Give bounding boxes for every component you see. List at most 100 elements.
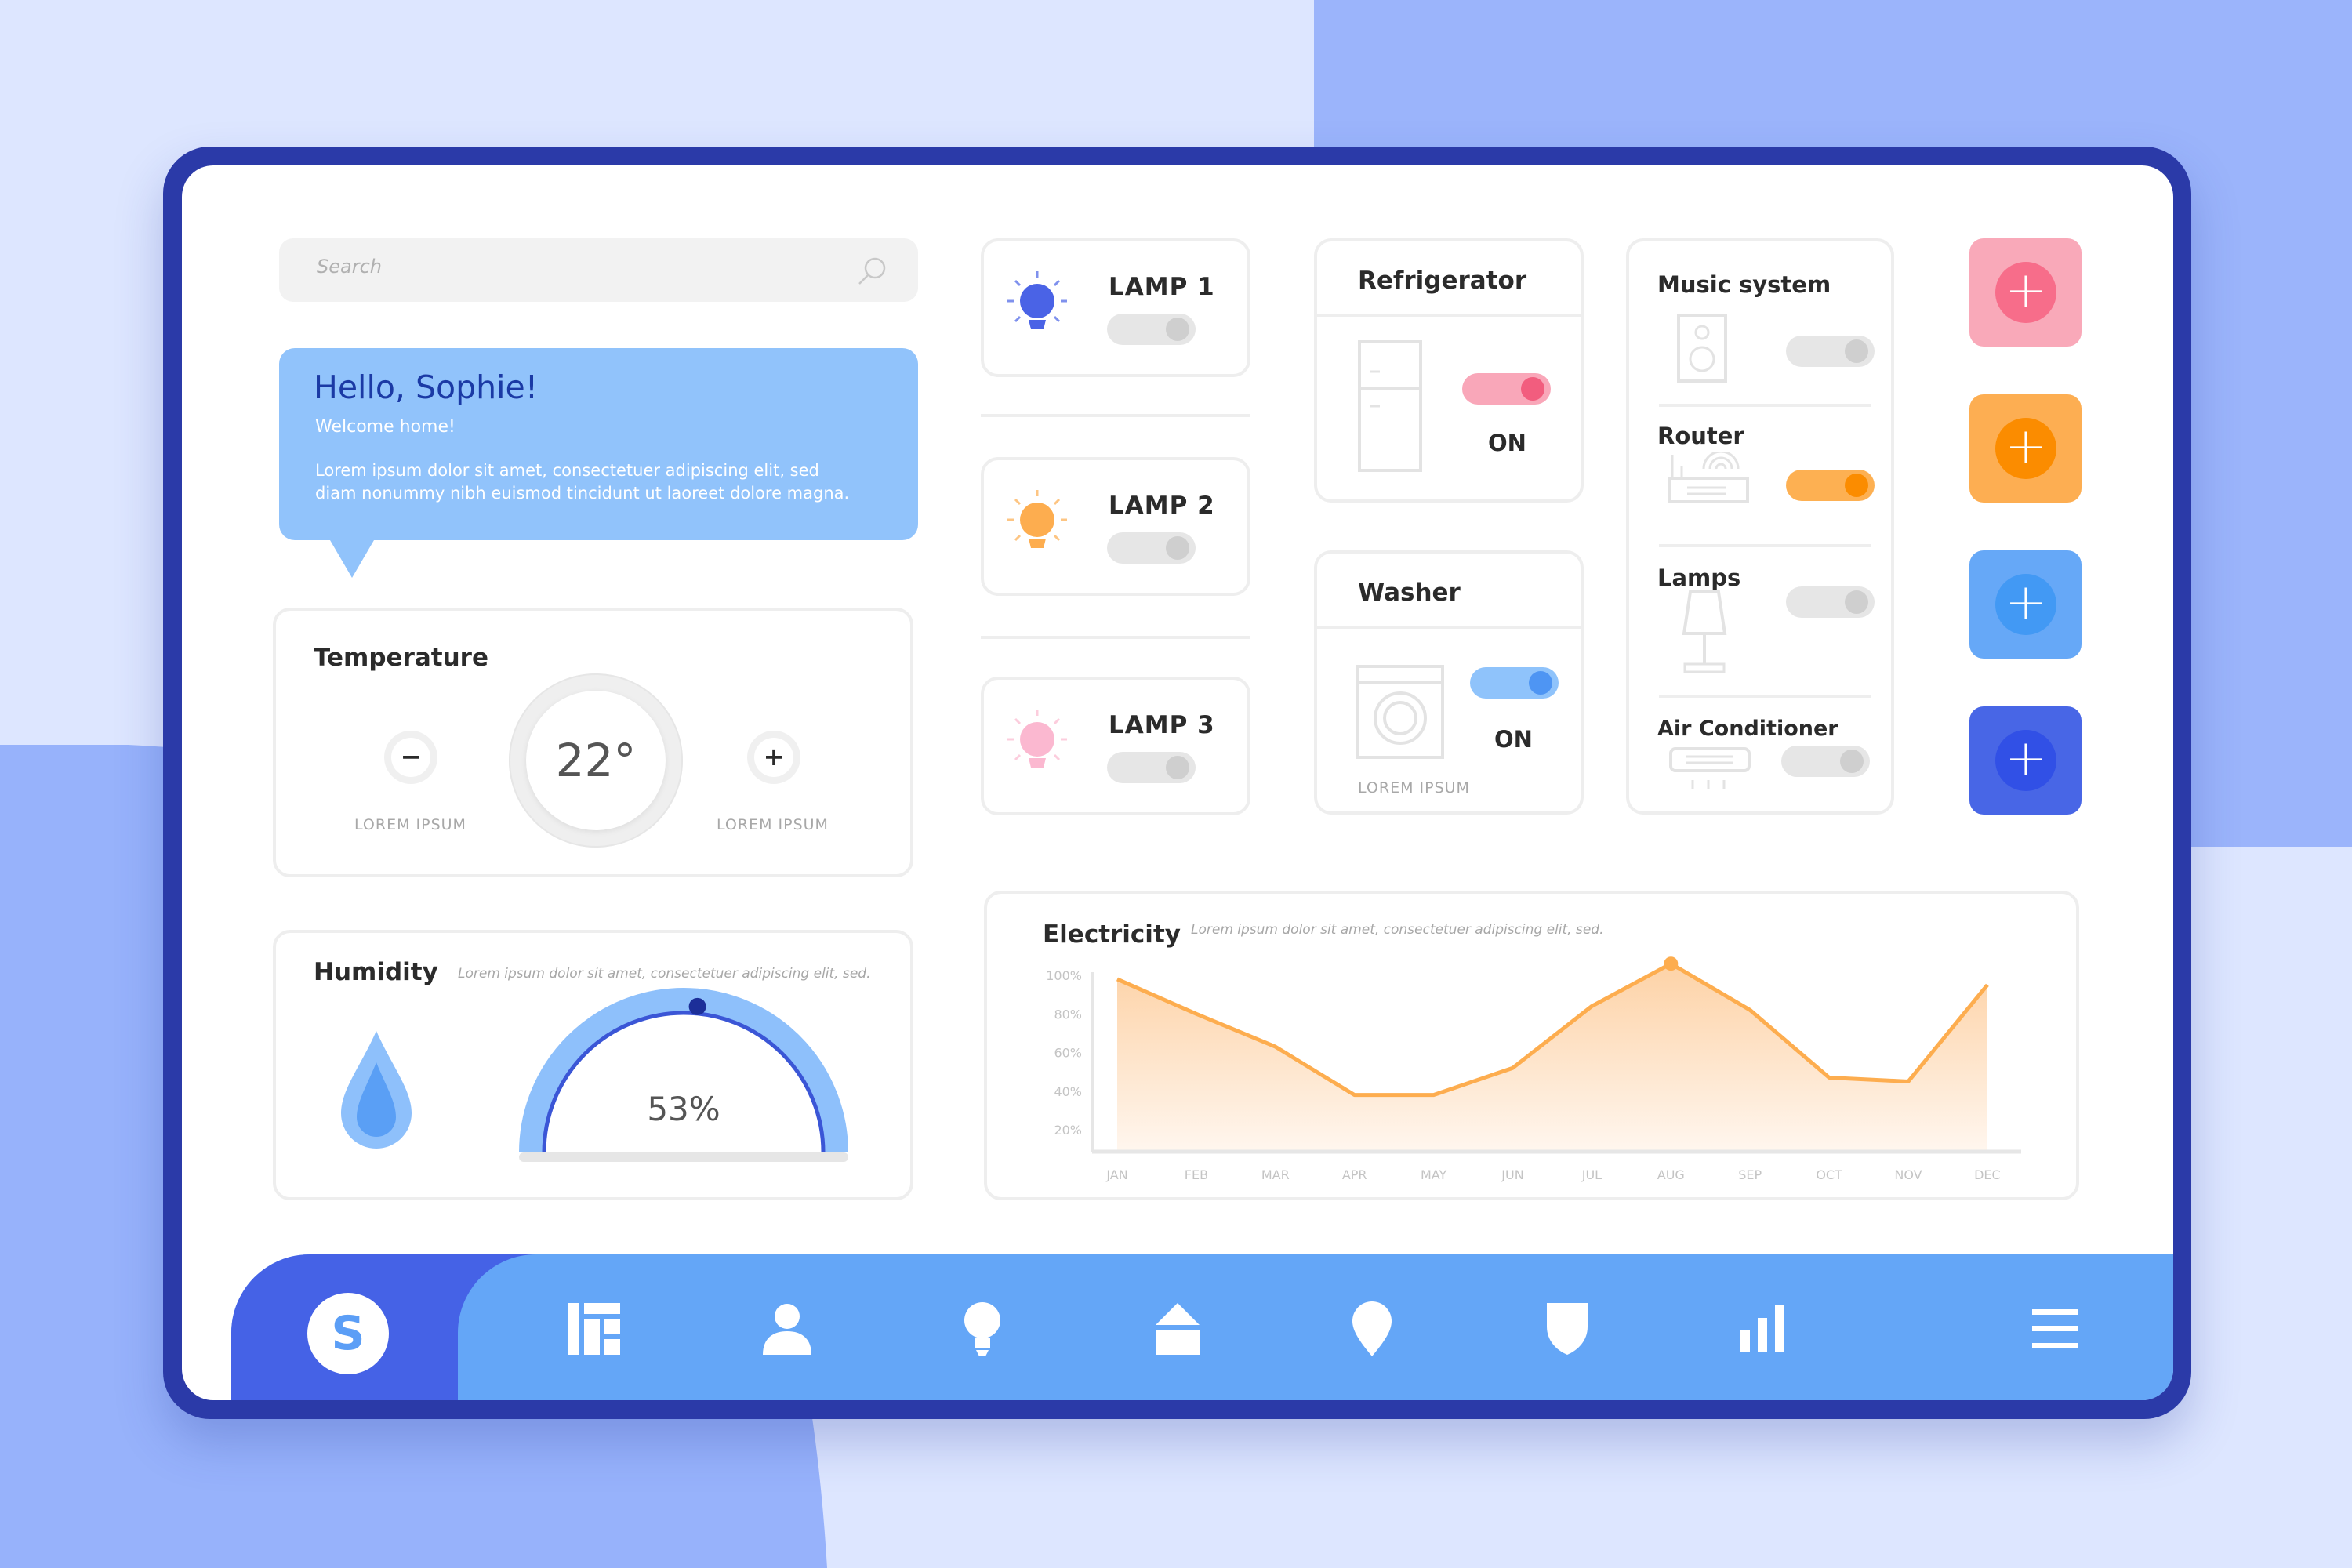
light-bulb-icon (1007, 271, 1067, 329)
humidity-level-marker (688, 997, 706, 1015)
add-device-button[interactable]: + (1969, 394, 2082, 503)
electricity-chart: 100% 80% 60% 40% 20% JAN FEB MAR APR MAY JUN JUL AUG… (1046, 956, 2021, 1182)
greeting-title: Hello, Sophie! (314, 368, 539, 406)
lamps-toggle[interactable] (1786, 586, 1875, 618)
plus-icon: + (754, 738, 793, 777)
plus-icon: + (1995, 262, 2056, 323)
washer-toggle[interactable] (1470, 667, 1559, 699)
data-point (1664, 956, 1679, 971)
toggle-knob (1166, 536, 1189, 560)
router-toggle[interactable] (1786, 470, 1875, 501)
refrigerator-title: Refrigerator (1358, 267, 1527, 295)
x-tick-label: DEC (1974, 1167, 2001, 1182)
toggle-knob (1845, 339, 1868, 363)
x-tick-label: MAY (1421, 1167, 1447, 1182)
electricity-title: Electricity (1043, 920, 1181, 949)
search-input[interactable]: Search (279, 238, 918, 302)
washer-title: Washer (1358, 579, 1461, 607)
location-pin-icon[interactable] (1345, 1301, 1399, 1356)
card-divider (1317, 314, 1581, 317)
lamp-toggle[interactable] (1107, 532, 1196, 564)
lamp-toggle[interactable] (1107, 314, 1196, 345)
x-tick-label: MAR (1261, 1167, 1290, 1182)
search-icon[interactable] (855, 256, 888, 289)
lamp-label: LAMP 1 (1109, 273, 1215, 301)
card-divider (1659, 544, 1871, 547)
washer-card: Washer ON LOREM IPSUM (1314, 550, 1584, 815)
x-tick-label: NOV (1894, 1167, 1922, 1182)
ac-toggle[interactable] (1781, 746, 1870, 777)
speaker-icon (1677, 314, 1727, 383)
lamp-divider (981, 414, 1250, 417)
air-conditioner-icon (1669, 747, 1751, 789)
greeting-subtitle: Welcome home! (315, 417, 456, 437)
home-icon[interactable] (1150, 1301, 1205, 1356)
add-device-button[interactable]: + (1969, 706, 2082, 815)
card-divider (1659, 695, 1871, 698)
greeting-card: Hello, Sophie! Welcome home! Lorem ipsum… (279, 348, 918, 540)
humidity-subtitle: Lorem ipsum dolor sit amet, consectetuer… (458, 966, 871, 982)
lamp-label: LAMP 2 (1109, 492, 1215, 520)
refrigerator-icon (1358, 340, 1422, 472)
y-tick-label: 100% (1046, 968, 1082, 983)
temperature-value: 22° (526, 691, 666, 830)
plus-icon: + (1995, 730, 2056, 791)
chart-line (1116, 961, 1989, 1098)
bulb-icon[interactable] (955, 1301, 1010, 1356)
temperature-decrease-button[interactable]: − (384, 731, 437, 784)
washer-caption: LOREM IPSUM (1358, 779, 1470, 797)
y-tick-label: 60% (1054, 1046, 1082, 1061)
temperature-dial[interactable]: 22° (509, 673, 683, 848)
x-tick-label: APR (1342, 1167, 1367, 1182)
search-placeholder: Search (317, 256, 382, 278)
card-divider (1659, 404, 1871, 407)
refrigerator-toggle[interactable] (1462, 373, 1551, 405)
y-tick-label: 40% (1054, 1084, 1082, 1099)
device-label-router: Router (1657, 423, 1744, 449)
lamp-card: LAMP 2 (981, 457, 1250, 596)
plus-icon: + (1995, 418, 2056, 479)
lamp-divider (981, 636, 1250, 639)
add-device-button[interactable]: + (1969, 238, 2082, 347)
shield-icon[interactable] (1540, 1301, 1595, 1356)
humidity-value: 53% (647, 1090, 720, 1128)
washing-machine-icon (1356, 665, 1444, 759)
light-bulb-icon (1007, 490, 1067, 548)
x-tick-label: JUL (1581, 1167, 1602, 1182)
refrigerator-card: Refrigerator ON (1314, 238, 1584, 503)
water-drop-icon (341, 1031, 412, 1149)
x-tick-label: JAN (1105, 1167, 1127, 1182)
lamp-card: LAMP 3 (981, 677, 1250, 815)
toggle-knob (1521, 377, 1544, 401)
bottom-nav-main-section (458, 1254, 2173, 1400)
lamp-toggle[interactable] (1107, 752, 1196, 783)
greeting-body-line2: diam nonummy nibh euismod tincidunt ut l… (315, 484, 850, 503)
lamp-card: LAMP 1 (981, 238, 1250, 377)
menu-icon[interactable] (2027, 1301, 2082, 1356)
humidity-title: Humidity (314, 958, 438, 986)
minus-icon: − (391, 738, 430, 777)
dashboard-icon[interactable] (567, 1301, 622, 1356)
toggle-knob (1845, 474, 1868, 497)
device-label-lamps: Lamps (1657, 564, 1741, 591)
humidity-card: Humidity Lorem ipsum dolor sit amet, con… (273, 930, 913, 1200)
light-bulb-icon (1007, 710, 1067, 768)
add-device-button[interactable]: + (1969, 550, 2082, 659)
bar-chart-icon[interactable] (1735, 1301, 1790, 1356)
temperature-title: Temperature (314, 644, 488, 672)
user-icon[interactable] (760, 1301, 815, 1356)
y-tick-label: 20% (1054, 1123, 1082, 1138)
humidity-gauge (519, 988, 848, 1162)
card-divider (1317, 626, 1581, 629)
toggle-knob (1529, 671, 1552, 695)
devices-card: Music system Router Lamps Air Conditione… (1626, 238, 1894, 815)
increase-label: LOREM IPSUM (717, 816, 829, 833)
music-toggle[interactable] (1786, 336, 1875, 367)
avatar[interactable]: S (307, 1293, 389, 1374)
x-tick-label: FEB (1185, 1167, 1208, 1182)
decrease-label: LOREM IPSUM (354, 816, 466, 833)
table-lamp-icon (1682, 590, 1727, 673)
toggle-knob (1166, 756, 1189, 779)
temperature-increase-button[interactable]: + (747, 731, 800, 784)
greeting-body-line1: Lorem ipsum dolor sit amet, consectetuer… (315, 461, 819, 480)
